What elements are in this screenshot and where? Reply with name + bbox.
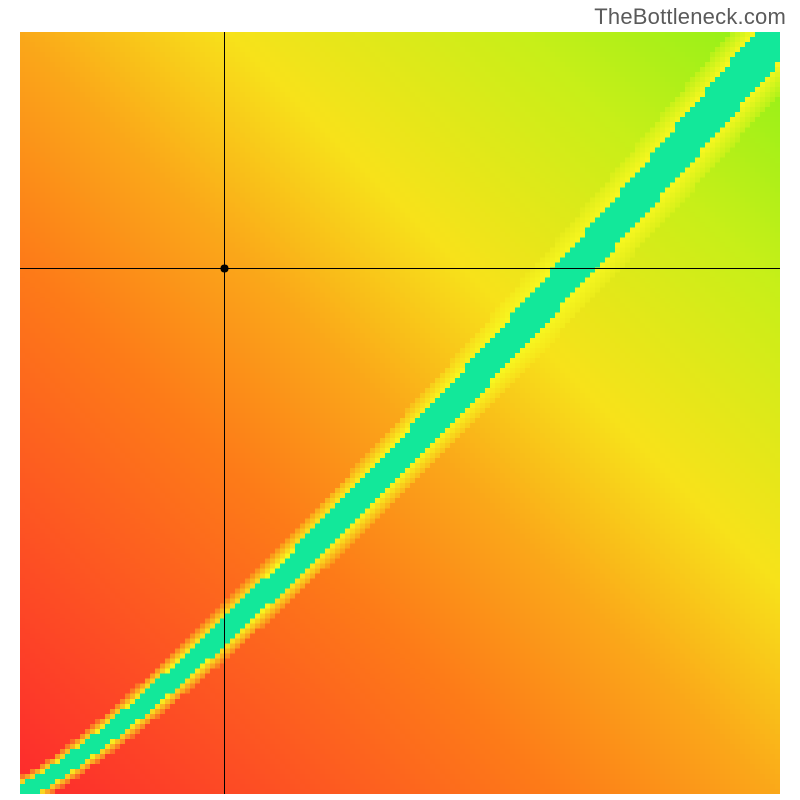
crosshair-overlay [20,32,780,794]
chart-container: { "watermark": "TheBottleneck.com", "cha… [0,0,800,800]
watermark-text: TheBottleneck.com [594,4,786,30]
